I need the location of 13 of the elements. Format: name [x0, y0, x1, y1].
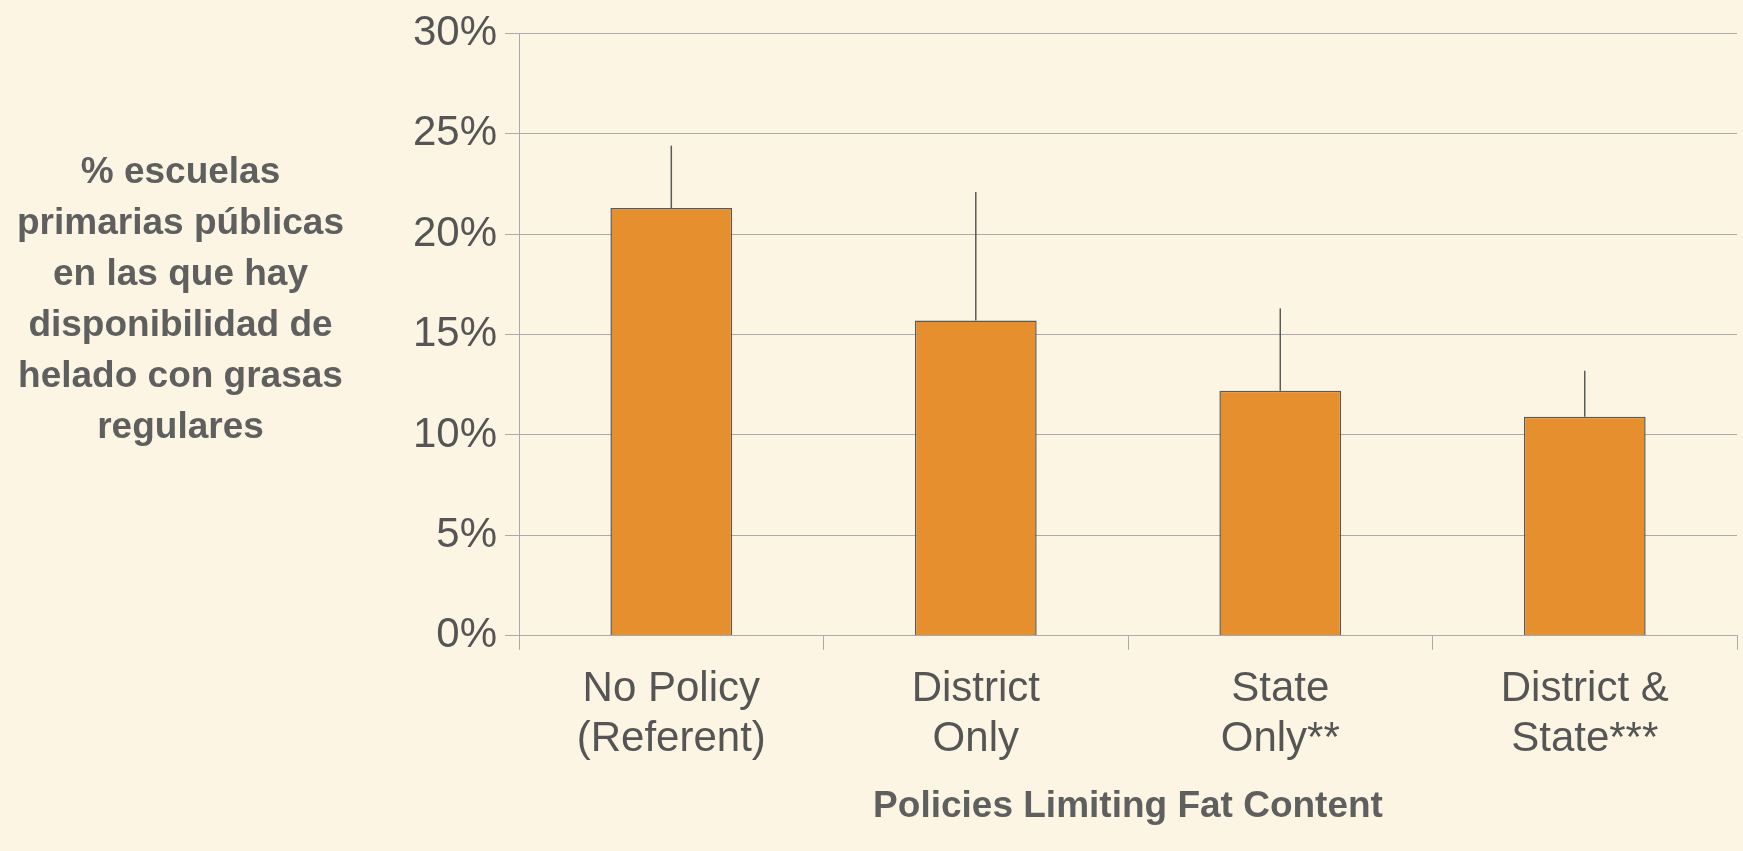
y-tick-label: 20% — [413, 207, 498, 255]
y-tick-label: 10% — [413, 408, 498, 456]
x-tick-label: State Only** — [1220, 662, 1340, 760]
y-tick-label: 15% — [413, 308, 498, 356]
y-tick-label: 0% — [436, 609, 498, 657]
x-tick-label: District Only — [911, 662, 1041, 760]
y-tick-label: 5% — [436, 508, 498, 556]
y-tick-label: 30% — [413, 6, 498, 54]
y-axis-title: % escuelas primarias públicas en las que hay disponibilidad de helado con grasas regulares — [16, 149, 345, 448]
x-tick-label: No Policy (Referent) — [576, 662, 766, 760]
x-tick-label: District & State*** — [1500, 662, 1669, 760]
x-axis-title: Policies Limiting Fat Content — [873, 784, 1383, 825]
y-tick-label: 25% — [413, 107, 498, 155]
